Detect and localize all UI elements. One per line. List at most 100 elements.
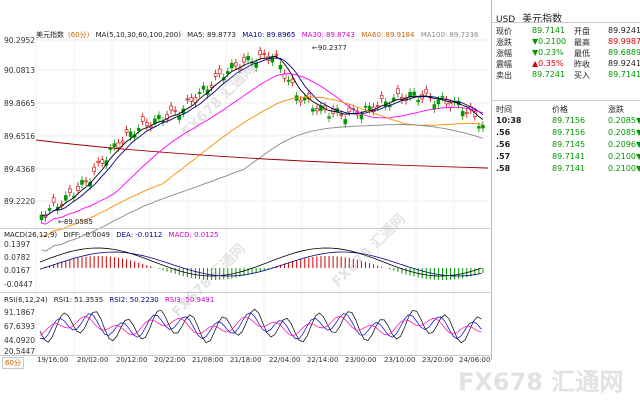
candle-body xyxy=(68,188,72,193)
rsi-tick: 44.0920 xyxy=(4,336,36,345)
candle-body xyxy=(432,104,437,110)
tick-time: 10:38 xyxy=(496,116,522,125)
time-label: 20/12:00 xyxy=(116,356,148,364)
quote-row: 卖出 89.7241 买入 89.7141 xyxy=(496,70,640,80)
candle-body xyxy=(242,57,246,63)
candle-body xyxy=(185,98,190,101)
candle-body xyxy=(209,85,214,88)
time-label: 21/18:00 xyxy=(230,356,262,364)
candlestick-chart[interactable] xyxy=(0,0,490,355)
price-tick: 90.0813 xyxy=(4,66,36,75)
period-label: (60分) xyxy=(68,31,90,39)
candle-body xyxy=(396,88,400,94)
macd-diff: DIFF: -0.0049 xyxy=(63,231,110,239)
candle-body xyxy=(189,97,194,102)
tick-row: .57 89.7141 0.2100▼ xyxy=(496,152,640,164)
time-axis-line xyxy=(0,355,490,356)
tick-price: 89.7145 xyxy=(552,140,586,149)
price-header: 美元指数 (60分) MA(5,10,30,60,100,200) MA5: 89… xyxy=(36,30,482,40)
quote-key: 最低 xyxy=(574,49,590,58)
quote-row: 震幅 ▲0.35% 昨收 89.9241 xyxy=(496,59,640,69)
quote-value: 89.9241 xyxy=(608,26,640,35)
price-tick: 89.4368 xyxy=(4,165,36,174)
candle-body xyxy=(197,92,202,95)
rsi-line xyxy=(39,312,482,340)
low-annotation: ←89.0585 xyxy=(58,218,93,226)
tick-price: 89.7141 xyxy=(552,164,586,173)
time-label: 23/10:00 xyxy=(384,356,416,364)
ma100-value: MA100: 89.7336 xyxy=(420,31,479,39)
price-tick: 89.2220 xyxy=(4,197,36,206)
time-label: 23/20:00 xyxy=(422,356,454,364)
ma200-line xyxy=(35,139,489,169)
macd-tick: 0.0167 xyxy=(4,266,31,275)
candle-body xyxy=(234,62,238,67)
candle-body xyxy=(298,99,303,103)
candle-body xyxy=(120,140,125,144)
ma60-value: MA60: 89.9184 xyxy=(361,31,415,39)
tick-header-time: 时间 xyxy=(496,105,512,114)
candle-body xyxy=(169,105,173,111)
tick-price: 89.7156 xyxy=(552,128,586,137)
brand-watermark: FX678 汇通网 xyxy=(458,368,624,396)
quote-row: 现价 89.7141 开盘 89.9241 xyxy=(496,26,640,36)
candle-body xyxy=(270,57,275,63)
candle-body xyxy=(448,102,453,108)
candle-body xyxy=(145,122,149,127)
candle-body xyxy=(359,114,364,120)
time-label: 21/08:00 xyxy=(192,356,224,364)
quote-row: 涨跌 ▼0.2100 最高 89.9987 xyxy=(496,37,640,47)
candle-body xyxy=(230,62,234,69)
time-label: 20/22:00 xyxy=(154,356,186,364)
quote-value: 89.6889 xyxy=(608,48,640,57)
panel-divider[interactable] xyxy=(0,228,490,229)
tick-change: 0.2100▼ xyxy=(608,152,640,161)
candle-body xyxy=(367,105,372,111)
candle-body xyxy=(246,56,250,61)
quote-value: 89.7141 xyxy=(608,70,640,79)
quote-key: 开盘 xyxy=(574,27,590,36)
quote-key: 涨跌 xyxy=(496,38,512,47)
candle-body xyxy=(343,119,348,125)
tick-change: 0.2096▼ xyxy=(608,140,640,149)
candle-body xyxy=(201,85,206,90)
candle-body xyxy=(96,160,100,163)
tick-time: .56 xyxy=(496,128,511,137)
macd-dea-line xyxy=(39,251,482,277)
candle-body xyxy=(436,99,441,105)
period-tab[interactable]: 60分 xyxy=(2,357,24,369)
ma30-value: MA30: 89.8743 xyxy=(301,31,355,39)
rsi-tick: 91.1867 xyxy=(4,308,36,317)
candle-body xyxy=(80,180,84,185)
ma60-line xyxy=(41,96,483,237)
quote-value: ▼0.23% xyxy=(532,48,564,57)
candle-body xyxy=(416,100,420,103)
tick-time: .56 xyxy=(496,140,511,149)
candle-body xyxy=(238,67,242,70)
quote-row: 涨幅 ▼0.23% 最低 89.6889 xyxy=(496,48,640,58)
candle-body xyxy=(47,208,52,211)
quote-key: 最高 xyxy=(574,38,590,47)
quote-value: ▼0.2100 xyxy=(532,37,567,46)
candle-body xyxy=(136,128,141,131)
candle-body xyxy=(327,116,331,119)
candle-body xyxy=(226,71,230,74)
rsi-params: RSI(6,12,24) xyxy=(4,296,48,304)
candle-body xyxy=(290,78,295,83)
candle-body xyxy=(302,97,307,101)
candle-body xyxy=(100,159,105,164)
macd-params: MACD(26,12,9) xyxy=(4,231,58,239)
chart-area[interactable]: 美元指数 (60分) MA(5,10,30,60,100,200) MA5: 89… xyxy=(0,0,490,356)
candle-body xyxy=(262,53,267,55)
macd-tick: 0.1397 xyxy=(4,240,31,249)
divider xyxy=(492,22,640,23)
panel-divider[interactable] xyxy=(0,292,490,293)
candle-body xyxy=(128,131,133,137)
rsi3-value: RSI3: 50.9491 xyxy=(164,296,215,304)
high-annotation: ←90.2377 xyxy=(312,44,347,52)
candle-body xyxy=(51,197,56,203)
tick-row: 10:38 89.7156 0.2085▼ xyxy=(496,116,640,128)
rsi-tick: 67.6393 xyxy=(4,322,36,331)
candle-body xyxy=(84,180,88,183)
price-tick: 89.8665 xyxy=(4,99,36,108)
